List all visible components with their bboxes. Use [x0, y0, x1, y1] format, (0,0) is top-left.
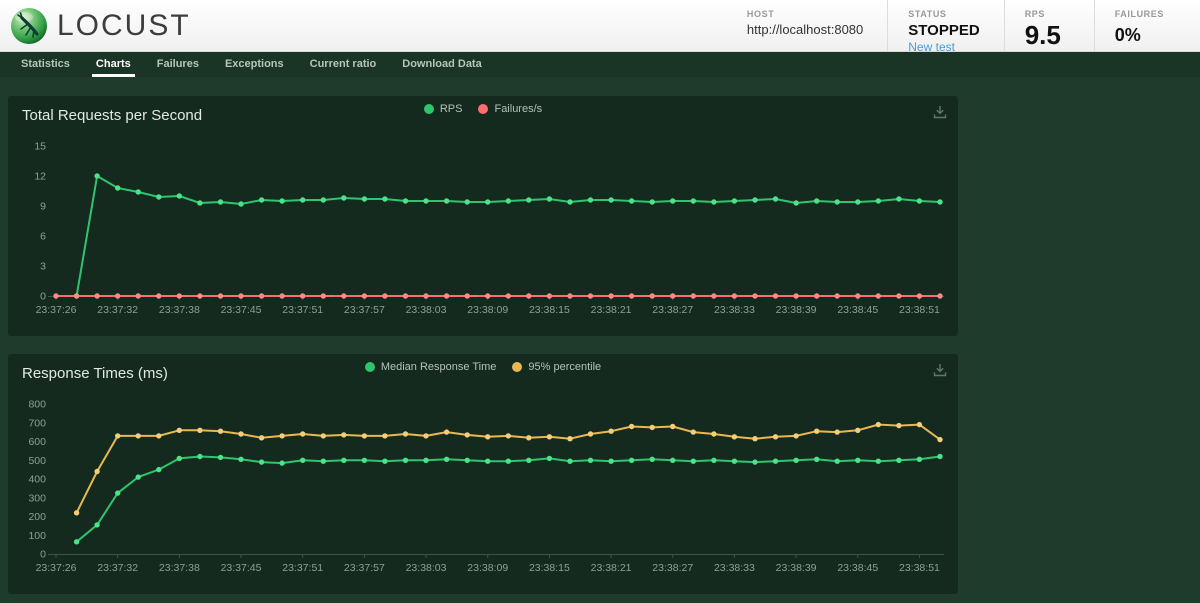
new-test-link[interactable]: New test: [908, 40, 955, 54]
response-times-chart-canvas[interactable]: 0 100 200 300 400 500 600 700 800 23:37:26 23:37:3…: [8, 394, 958, 594]
logo-text: LOCUST: [57, 8, 191, 42]
tab-charts[interactable]: Charts: [83, 52, 144, 77]
svg-text:23:37:51: 23:37:51: [282, 304, 323, 316]
svg-text:23:38:51: 23:38:51: [899, 562, 940, 574]
stat-host-value: http://localhost:8080: [746, 22, 864, 37]
svg-text:15: 15: [34, 141, 46, 153]
svg-text:800: 800: [28, 399, 46, 411]
svg-text:23:38:45: 23:38:45: [837, 304, 878, 316]
svg-text:300: 300: [28, 492, 46, 504]
svg-text:600: 600: [28, 436, 46, 448]
locust-logo-icon: [11, 7, 47, 44]
svg-text:23:38:03: 23:38:03: [406, 562, 447, 574]
stat-status-value: STOPPED: [908, 22, 980, 39]
download-chart-icon[interactable]: [932, 362, 948, 378]
rps-chart-legend: RPS Failures/s: [8, 103, 958, 115]
svg-text:100: 100: [28, 530, 46, 542]
svg-text:23:38:09: 23:38:09: [467, 304, 508, 316]
svg-text:23:38:27: 23:38:27: [652, 304, 693, 316]
charts-page: Total Requests per Second RPS Failures/s…: [0, 77, 1200, 594]
svg-text:23:38:39: 23:38:39: [776, 562, 817, 574]
svg-text:700: 700: [28, 417, 46, 429]
tab-statistics[interactable]: Statistics: [21, 58, 70, 70]
svg-text:23:37:57: 23:37:57: [344, 304, 385, 316]
legend-item-failures[interactable]: Failures/s: [478, 103, 542, 115]
stat-host-label: HOST: [746, 9, 775, 19]
stat-rps-value: 9.5: [1024, 20, 1061, 50]
download-chart-icon[interactable]: [932, 104, 948, 120]
rps-legend-dot: [423, 104, 434, 114]
svg-text:23:38:27: 23:38:27: [652, 562, 693, 574]
legend-item-median[interactable]: Median Response Time: [364, 361, 496, 373]
tab-current-ratio[interactable]: Current ratio: [309, 58, 377, 70]
stat-failures-label: FAILURES: [1114, 9, 1164, 19]
svg-text:200: 200: [28, 511, 46, 523]
svg-text:23:37:38: 23:37:38: [159, 304, 200, 316]
svg-text:23:37:26: 23:37:26: [36, 562, 77, 574]
svg-text:400: 400: [28, 474, 46, 486]
svg-text:23:38:33: 23:38:33: [714, 304, 755, 316]
svg-text:3: 3: [40, 261, 46, 273]
svg-text:500: 500: [28, 455, 46, 467]
legend-item-rps[interactable]: RPS: [423, 103, 462, 115]
locust-logo[interactable]: LOCUST: [10, 7, 191, 45]
rps-chart-panel: Total Requests per Second RPS Failures/s…: [8, 96, 958, 336]
svg-text:23:37:26: 23:37:26: [36, 304, 77, 316]
tab-download-data[interactable]: Download Data: [402, 58, 482, 70]
percentile-legend-dot: [512, 362, 523, 372]
stat-rps-label: RPS: [1024, 9, 1045, 19]
main-nav: Statistics Charts Failures Exceptions Cu…: [0, 52, 1200, 77]
header-stats: HOST http://localhost:8080 STATUS STOPPE…: [727, 0, 1188, 54]
response-times-legend: Median Response Time 95% percentile: [8, 361, 958, 373]
svg-text:23:38:09: 23:38:09: [467, 562, 508, 574]
svg-text:23:37:38: 23:37:38: [159, 562, 200, 574]
response-times-chart-panel: Response Times (ms) Median Response Time…: [8, 354, 958, 594]
svg-text:23:38:03: 23:38:03: [406, 304, 447, 316]
failures-legend-dot: [478, 104, 489, 114]
svg-text:0: 0: [40, 291, 46, 303]
svg-text:23:37:51: 23:37:51: [282, 562, 323, 574]
svg-text:12: 12: [34, 171, 46, 183]
stat-host: HOST http://localhost:8080: [727, 0, 887, 51]
svg-text:23:38:15: 23:38:15: [529, 562, 570, 574]
stat-rps: RPS 9.5: [1003, 0, 1094, 51]
response-times-chart-title: Response Times (ms): [22, 365, 168, 382]
svg-text:23:38:21: 23:38:21: [591, 562, 632, 574]
svg-text:9: 9: [40, 201, 46, 213]
tab-failures[interactable]: Failures: [156, 58, 199, 70]
svg-text:23:37:32: 23:37:32: [97, 304, 138, 316]
svg-text:23:38:33: 23:38:33: [714, 562, 755, 574]
svg-text:23:37:57: 23:37:57: [344, 562, 385, 574]
svg-text:23:38:39: 23:38:39: [776, 304, 817, 316]
svg-text:23:37:32: 23:37:32: [97, 562, 138, 574]
app-header: LOCUST HOST http://localhost:8080 STATUS…: [0, 0, 1200, 54]
stat-failures-value: 0%: [1114, 25, 1141, 45]
legend-item-95th-percentile[interactable]: 95% percentile: [512, 361, 601, 373]
tab-exceptions[interactable]: Exceptions: [224, 58, 284, 70]
stat-status: STATUS STOPPED New test: [887, 0, 1003, 54]
svg-text:23:37:45: 23:37:45: [221, 562, 262, 574]
svg-text:23:38:21: 23:38:21: [591, 304, 632, 316]
svg-text:23:37:45: 23:37:45: [221, 304, 262, 316]
stat-status-label: STATUS: [908, 9, 947, 19]
stat-failures: FAILURES 0%: [1093, 0, 1188, 51]
svg-text:0: 0: [40, 549, 46, 561]
svg-text:6: 6: [40, 231, 46, 243]
rps-chart-title: Total Requests per Second: [22, 107, 203, 124]
svg-text:23:38:45: 23:38:45: [837, 562, 878, 574]
svg-text:23:38:51: 23:38:51: [899, 304, 940, 316]
rps-chart-canvas[interactable]: 0 3 6 9 12 15 23:37:26 23:37:32 23:37:38 23:37:45…: [8, 136, 958, 336]
median-legend-dot: [364, 362, 375, 372]
svg-text:23:38:15: 23:38:15: [529, 304, 570, 316]
